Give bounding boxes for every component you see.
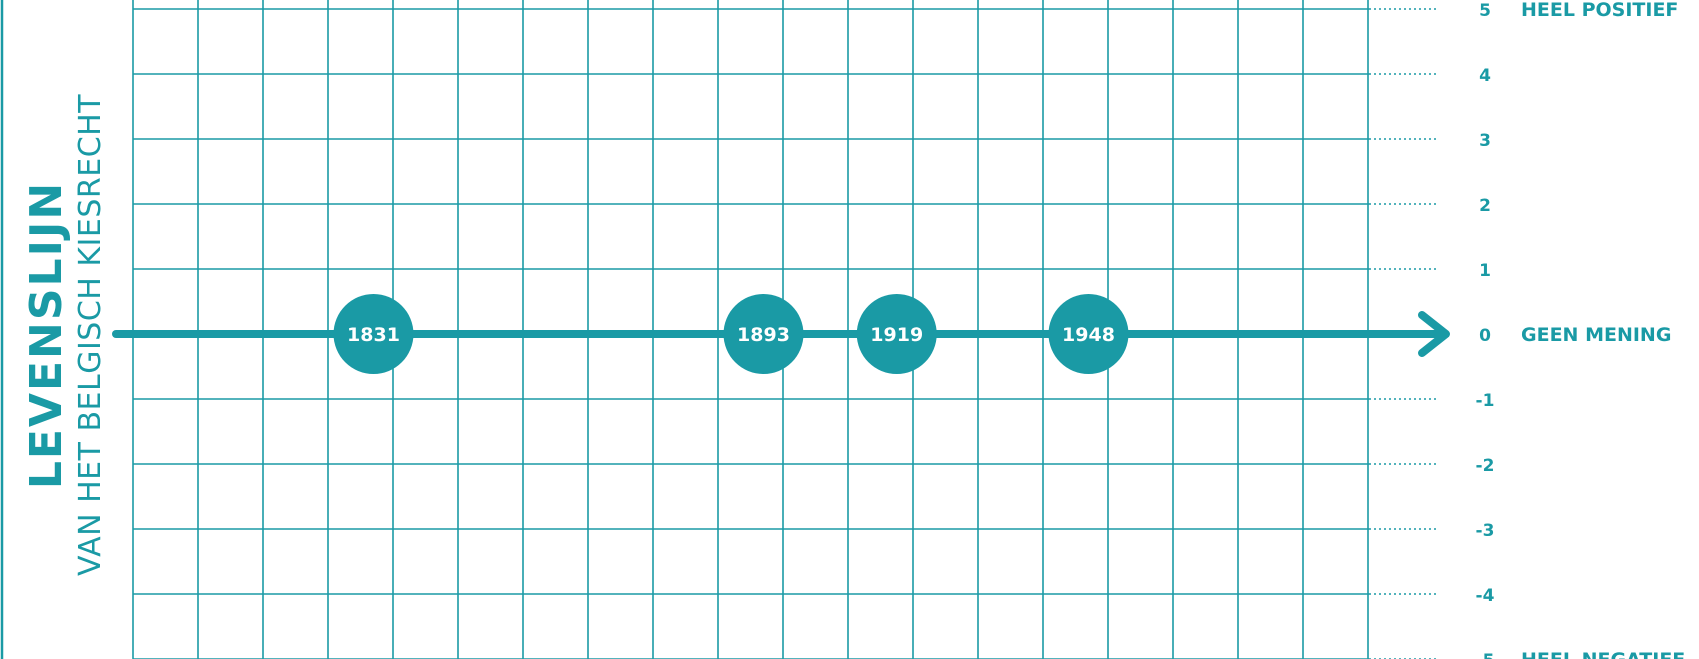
event-marker [1048,294,1129,374]
axis-arrowhead [1418,311,1450,357]
event-year-label: 1948 [1062,324,1115,346]
scale-named-label: HEEL POSITIEF [1521,0,1678,21]
event-marker [856,294,937,374]
scale-named-label: HEEL NEGATIEF [1521,649,1685,659]
event-year-label: 1893 [737,324,790,346]
scale-tick-label: -3 [1476,521,1495,541]
scale-tick-label: 3 [1479,131,1491,151]
scale-tick-label: -4 [1476,586,1495,606]
event-year-label: 1919 [870,324,923,346]
event-year-label: 1831 [347,324,400,346]
tick-leaders [1374,8,1436,659]
scale-labels: 5 4 3 2 1 0 -1 -2 -3 -4 -5 HEEL POSITIEF GEEN MENING… [1476,0,1686,659]
event-marker [333,294,414,374]
scale-tick-label: 2 [1479,196,1491,216]
scale-tick-label: 4 [1479,66,1491,86]
timeline-events: 1831 1893 1919 1948 [333,294,1129,374]
scale-tick-label: -5 [1476,651,1495,659]
scale-tick-label: -1 [1476,391,1495,411]
scale-tick-label: 0 [1479,326,1491,346]
scale-tick-label: 1 [1479,261,1491,281]
scale-tick-label: -2 [1476,456,1495,476]
scale-tick-label: 5 [1479,1,1491,21]
event-marker [723,294,804,374]
scale-named-label: GEEN MENING [1521,324,1671,346]
grid [0,0,1371,659]
